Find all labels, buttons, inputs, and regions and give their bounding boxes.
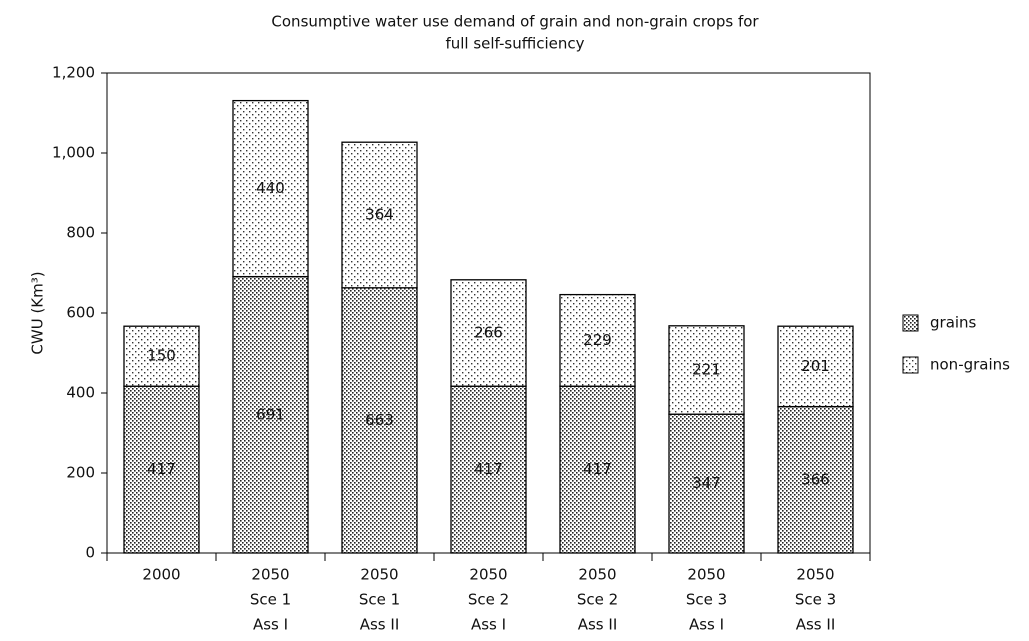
bar-segment — [559, 293, 636, 387]
value-label: 229 — [583, 331, 612, 349]
value-label: 221 — [692, 361, 721, 379]
x-tick-label: 2000 — [142, 566, 180, 584]
chart-title: full self-sufficiency — [445, 35, 584, 53]
value-label: 663 — [365, 411, 394, 429]
bar-segment — [123, 325, 200, 387]
x-tick-label: 2050 — [796, 566, 834, 584]
value-label: 417 — [147, 460, 176, 478]
value-label: 201 — [801, 357, 830, 375]
bar-segment — [341, 141, 418, 289]
legend-label: grains — [930, 314, 977, 332]
chart-title: Consumptive water use demand of grain an… — [271, 13, 759, 31]
legend-label: non-grains — [930, 356, 1010, 374]
bar-segment — [777, 325, 854, 408]
x-tick-label: Ass II — [360, 616, 400, 634]
value-label: 440 — [256, 179, 285, 197]
value-label: 266 — [474, 324, 503, 342]
y-axis-label: CWU (Km³) — [29, 271, 47, 354]
bar-segment — [668, 413, 745, 554]
value-label: 364 — [365, 206, 394, 224]
x-tick-label: Sce 1 — [359, 591, 400, 609]
value-label: 150 — [147, 347, 176, 365]
x-tick-label: Sce 3 — [795, 591, 836, 609]
x-tick-label: Sce 2 — [577, 591, 618, 609]
legend-swatch — [902, 356, 919, 374]
bar-segment — [559, 385, 636, 554]
x-tick-label: 2050 — [578, 566, 616, 584]
x-tick-label: Ass I — [253, 616, 288, 634]
bar-segment — [450, 279, 527, 387]
y-tick-label: 200 — [66, 464, 95, 482]
bar-segment — [341, 287, 418, 554]
y-tick-label: 600 — [66, 304, 95, 322]
x-tick-label: Sce 1 — [250, 591, 291, 609]
x-tick-label: Ass II — [796, 616, 836, 634]
y-tick-label: 0 — [85, 544, 95, 562]
x-tick-label: Ass I — [471, 616, 506, 634]
bar-segment — [232, 99, 309, 278]
x-tick-label: Ass II — [578, 616, 618, 634]
x-tick-label: Sce 3 — [686, 591, 727, 609]
value-label: 417 — [583, 460, 612, 478]
y-tick-label: 800 — [66, 224, 95, 242]
x-tick-label: Ass I — [689, 616, 724, 634]
y-tick-label: 400 — [66, 384, 95, 402]
x-tick-label: 2050 — [469, 566, 507, 584]
value-label: 366 — [801, 470, 830, 488]
bar-segment — [668, 325, 745, 415]
bar-segment — [450, 385, 527, 554]
value-label: 347 — [692, 474, 721, 492]
x-tick-label: 2050 — [687, 566, 725, 584]
y-tick-label: 1,200 — [52, 64, 95, 82]
y-tick-label: 1,000 — [52, 144, 95, 162]
x-tick-label: 2050 — [251, 566, 289, 584]
value-label: 691 — [256, 405, 285, 423]
x-tick-label: 2050 — [360, 566, 398, 584]
value-label: 417 — [474, 460, 503, 478]
legend-swatch — [902, 314, 919, 332]
x-tick-label: Sce 2 — [468, 591, 509, 609]
bar-segment — [777, 405, 854, 554]
